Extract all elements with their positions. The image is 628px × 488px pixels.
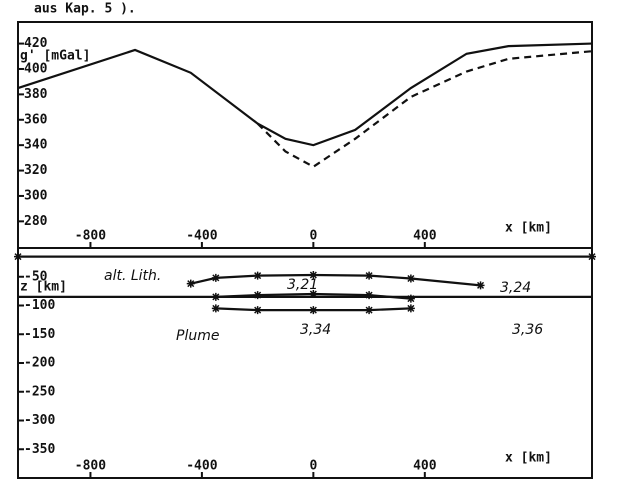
- y-tick-label: 340: [24, 138, 48, 153]
- x-tick-label: 0: [309, 459, 317, 474]
- annotation: Plume: [176, 328, 219, 344]
- y-tick-label: -100: [24, 298, 55, 313]
- marker: [476, 281, 485, 290]
- y-tick-label: -200: [24, 356, 55, 371]
- y-tick-label: -150: [24, 327, 55, 342]
- data-line: [215, 292, 411, 300]
- data-line: [256, 50, 593, 169]
- y-axis-label: z [km]: [20, 280, 67, 295]
- x-tick-label: 400: [413, 229, 437, 244]
- x-tick-label: -400: [186, 459, 217, 474]
- x-tick-label: -800: [75, 459, 106, 474]
- annotation: 3,34: [300, 322, 331, 338]
- x-axis-label: x [km]: [505, 451, 552, 466]
- y-tick-label: 380: [24, 87, 48, 102]
- y-tick-label: 280: [24, 214, 48, 229]
- y-tick-label: -50: [24, 269, 48, 284]
- caption: aus Kap. 5 ).: [34, 2, 136, 17]
- y-tick-label: 300: [24, 188, 48, 203]
- y-tick-label: -300: [24, 413, 55, 428]
- annotation: 3,21: [287, 277, 318, 293]
- plot-frame: [17, 21, 593, 249]
- data-line: [215, 307, 411, 312]
- x-axis-label: x [km]: [505, 221, 552, 236]
- y-tick-label: -250: [24, 384, 55, 399]
- y-tick-label: 320: [24, 163, 48, 178]
- y-tick-label: 400: [24, 61, 48, 76]
- y-tick-label: -350: [24, 442, 55, 457]
- x-tick-label: 0: [309, 229, 317, 244]
- annotation: alt. Lith.: [104, 268, 161, 284]
- y-tick-label: 420: [24, 36, 48, 51]
- marker: [186, 279, 195, 288]
- x-tick-label: -800: [75, 229, 106, 244]
- y-axis-label: g' [mGal]: [20, 49, 90, 64]
- data-line: [17, 42, 593, 147]
- data-line: [190, 273, 481, 287]
- annotation: 3,36: [512, 322, 543, 338]
- annotation: 3,24: [500, 280, 531, 296]
- x-tick-label: -400: [186, 229, 217, 244]
- x-tick-label: 400: [413, 459, 437, 474]
- y-tick-label: 360: [24, 112, 48, 127]
